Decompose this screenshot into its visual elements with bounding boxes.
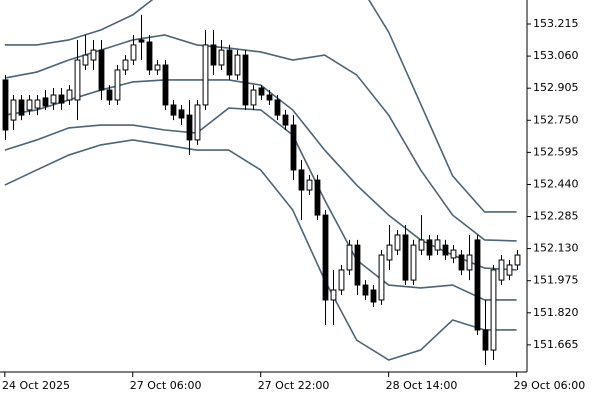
candle-body [154, 64, 161, 71]
candle-body [298, 169, 305, 191]
candle-body [458, 254, 465, 271]
y-tick-label: 152.285 [533, 210, 579, 223]
y-tick-label: 151.665 [533, 338, 579, 351]
y-tick-label: 151.820 [533, 306, 579, 319]
y-tick-label: 152.905 [533, 81, 579, 94]
candle-body [450, 249, 457, 259]
candle-body [498, 259, 505, 281]
candle-body [90, 49, 97, 61]
candle-body [42, 97, 49, 107]
band-line [4, 139, 517, 361]
candle-body [354, 244, 361, 286]
candle-body [370, 289, 377, 303]
candle-body [490, 269, 497, 351]
candle-body [442, 244, 449, 256]
y-tick-label: 152.130 [533, 242, 579, 255]
candle-body [26, 99, 33, 111]
y-tick-label: 153.060 [533, 49, 579, 62]
candle-body [418, 239, 425, 251]
candle-body [242, 54, 249, 106]
candle-body [226, 49, 233, 76]
y-tick-label: 152.440 [533, 177, 579, 190]
band-line [4, 0, 517, 213]
x-tick-label: 29 Oct 06:00 [514, 379, 586, 392]
candle-body [514, 254, 521, 266]
candle-body [362, 284, 369, 296]
candle-body [314, 179, 321, 216]
candle-body [106, 89, 113, 101]
candle-body [258, 87, 265, 96]
x-tick-label: 24 Oct 2025 [2, 379, 70, 392]
candle-body [410, 244, 417, 281]
candle-body [66, 89, 73, 101]
candle-body [210, 44, 217, 66]
candle-body [130, 44, 137, 61]
x-tick-label: 28 Oct 14:00 [386, 379, 458, 392]
candle-body [282, 114, 289, 126]
candle-body [266, 94, 273, 101]
candle-body [114, 69, 121, 101]
candle-body [306, 179, 313, 191]
candle-body [162, 64, 169, 106]
candle-body [178, 109, 185, 119]
y-tick-label: 152.595 [533, 145, 579, 158]
candle-body [58, 94, 65, 104]
candle-body [218, 49, 225, 66]
plot-area [2, 0, 521, 365]
candle-body [186, 114, 193, 141]
y-tick-label: 153.215 [533, 17, 579, 30]
candle-body [138, 39, 145, 43]
x-tick-label: 27 Oct 22:00 [258, 379, 330, 392]
candle-body [506, 264, 513, 276]
candle-body [194, 104, 201, 141]
candle-body [338, 269, 345, 291]
candle-body [434, 239, 441, 251]
y-tick-label: 151.975 [533, 274, 579, 287]
candle-body [402, 234, 409, 281]
candle-body [202, 44, 209, 106]
candle-body [50, 94, 57, 104]
candle-body [330, 289, 337, 301]
band-line [4, 107, 517, 301]
candle-body [146, 41, 153, 71]
candle-body [122, 59, 129, 71]
candle-body [426, 239, 433, 256]
candle-body [346, 244, 353, 271]
candle-body [394, 234, 401, 251]
candle-body [10, 99, 17, 121]
candle-body [274, 99, 281, 116]
candle-body [2, 79, 9, 131]
candle-body [322, 214, 329, 301]
candle-body [34, 99, 41, 109]
candle-body [18, 99, 25, 116]
candle-body [98, 49, 105, 91]
candle-body [474, 239, 481, 331]
candle-body [378, 254, 385, 301]
candle-body [466, 254, 473, 271]
candle-body [482, 329, 489, 351]
candle-body [250, 89, 257, 106]
band-line [4, 34, 517, 242]
candle-body [170, 104, 177, 116]
candle-body [234, 54, 241, 76]
candle-body [386, 244, 393, 261]
x-tick-label: 27 Oct 06:00 [130, 379, 202, 392]
candle-body [290, 124, 297, 171]
y-tick-label: 152.750 [533, 113, 579, 126]
candle-body [74, 59, 81, 101]
candle-body [82, 54, 89, 66]
